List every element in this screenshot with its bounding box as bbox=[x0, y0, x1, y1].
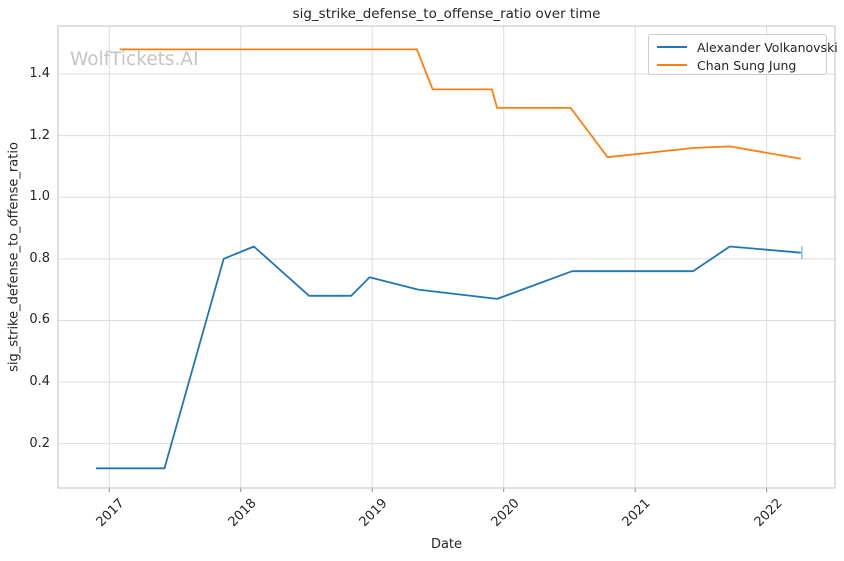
legend-item: Alexander Volkanovski bbox=[657, 38, 838, 56]
y-tick-label: 0.2 bbox=[29, 435, 50, 451]
y-tick-label: 0.6 bbox=[29, 312, 50, 328]
chart-title: sig_strike_defense_to_offense_ratio over… bbox=[292, 6, 601, 22]
legend-line-swatch bbox=[657, 64, 687, 66]
legend-label: Chan Sung Jung bbox=[697, 57, 797, 73]
y-tick-label: 1.2 bbox=[29, 127, 50, 143]
y-tick-label: 1.0 bbox=[29, 189, 50, 205]
y-tick-label: 0.8 bbox=[29, 250, 50, 266]
legend-line-swatch bbox=[657, 46, 687, 48]
legend: Alexander Volkanovski Chan Sung Jung bbox=[648, 34, 838, 75]
y-tick-label: 1.4 bbox=[29, 66, 50, 82]
x-axis-label: Date bbox=[430, 537, 463, 552]
watermark: WolfTickets.AI bbox=[70, 49, 199, 70]
series-line bbox=[119, 48, 801, 160]
y-tick-label: 0.4 bbox=[29, 374, 50, 390]
legend-label: Alexander Volkanovski bbox=[697, 39, 838, 55]
plot-border bbox=[57, 25, 836, 489]
series-line bbox=[96, 245, 801, 470]
legend-item: Chan Sung Jung bbox=[657, 56, 818, 74]
